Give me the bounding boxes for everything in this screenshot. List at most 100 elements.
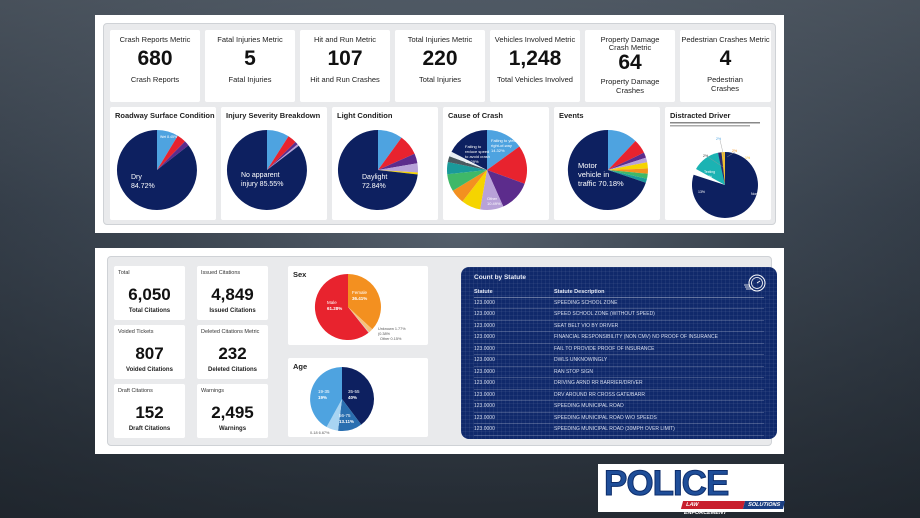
card-value: 807 bbox=[135, 344, 164, 363]
card-title: Warnings bbox=[201, 388, 225, 394]
annotation: 2% bbox=[703, 154, 708, 158]
table-row[interactable]: 123.0000 SPEEDING MUNICIPAL ROAD W/O SPEE… bbox=[474, 412, 764, 424]
pie-label: 40% bbox=[348, 395, 357, 400]
statute-code: 123.0000 bbox=[474, 297, 554, 309]
pie-label: Wet 8.45% bbox=[160, 135, 177, 139]
metric-title: Property Damage Crash Metric bbox=[600, 35, 660, 52]
statute-code: 123.0000 bbox=[474, 343, 554, 355]
table-row[interactable]: 123.0000 FINANCIAL RESPONSIBILITY (NON CM… bbox=[474, 331, 764, 344]
metric-subtitle: Property Damage Crashes bbox=[600, 77, 660, 95]
citation-card-warnings: Warnings 2,495 Warnings bbox=[197, 384, 268, 438]
statute-code: 123.0000 bbox=[474, 389, 554, 401]
pie-label: No apparent bbox=[241, 172, 280, 179]
pie-chart: No apparent injury 85.55% bbox=[226, 129, 307, 210]
pie-label: 19% bbox=[318, 395, 327, 400]
pie-label: 13% bbox=[698, 190, 705, 194]
annotation: Other 0.15% bbox=[380, 337, 402, 341]
statute-description: SEAT BELT VIO BY DRIVER bbox=[554, 320, 764, 332]
metric-value: 220 bbox=[422, 47, 458, 70]
metric-value: 4 bbox=[719, 47, 732, 70]
statute-table: Statute Statute Description 123.0000 SPEE… bbox=[474, 287, 764, 436]
card-subtitle: Deleted Citations bbox=[207, 367, 257, 373]
pie-chart: Daylight 72.84% bbox=[337, 129, 418, 210]
annotation: 2% bbox=[716, 137, 721, 141]
table-row[interactable]: 123.0000 SPEEDING SCHOOL ZONE bbox=[474, 297, 764, 309]
pie-label: 36.41% bbox=[352, 296, 367, 301]
table-row[interactable]: 123.0000 SPEEDING MUNICIPAL ROAD (30MPH O… bbox=[474, 423, 764, 436]
statute-description: SPEED SCHOOL ZONE (WITHOUT SPEED) bbox=[554, 308, 764, 321]
card-subtitle: Total Citations bbox=[128, 308, 171, 314]
metric-value: 1,248 bbox=[508, 47, 562, 70]
statute-description: RAN STOP SIGN bbox=[554, 366, 764, 378]
statute-code: 123.0000 bbox=[474, 400, 554, 413]
column-header-description[interactable]: Statute Description bbox=[554, 287, 764, 298]
pie-label: Female bbox=[352, 290, 368, 295]
pie-label: 13.11% bbox=[339, 419, 354, 424]
chart-title: Cause of Crash bbox=[448, 111, 504, 120]
metric-hit-and-run: Hit and Run Metric 107 Hit and Run Crash… bbox=[300, 30, 390, 102]
pie-label: 14.32% bbox=[491, 148, 505, 153]
pie-label: 84.72% bbox=[131, 183, 155, 190]
statute-description: SPEEDING MUNICIPAL ROAD W/O SPEEDS bbox=[554, 412, 764, 424]
metric-fatal-injuries: Fatal Injuries Metric 5 Fatal Injuries bbox=[205, 30, 295, 102]
metric-title: Hit and Run Metric bbox=[313, 35, 377, 44]
pie-label: Texting bbox=[704, 170, 715, 174]
pie-label: reduce speed bbox=[465, 149, 489, 154]
pie-label: Other bbox=[487, 196, 498, 201]
pie-chart: Male 61.28% Female 36.41% Unknown 1.77% … bbox=[314, 273, 406, 341]
metric-title: Total Injuries Metric bbox=[407, 35, 473, 44]
pie-label: Failing to yield bbox=[491, 138, 517, 143]
annotation: 1% bbox=[745, 156, 750, 160]
metric-subtitle: Crash Reports bbox=[130, 75, 180, 84]
metric-subtitle: Fatal Injuries bbox=[228, 75, 272, 84]
citation-card-deleted: Deleted Citations Metric 232 Deleted Cit… bbox=[197, 325, 268, 379]
pie-label: right-of-way bbox=[491, 143, 512, 148]
citation-card-draft: Draft Citations 152 Draft Citations bbox=[114, 384, 185, 438]
table-row[interactable]: 123.0000 SPEEDING MUNICIPAL ROAD bbox=[474, 400, 764, 413]
police-logo: POLICE LAW ENFORCEMENT SOLUTIONS bbox=[598, 464, 786, 516]
annotation: (0.38% bbox=[378, 332, 391, 336]
pie-label: Non-distracted bbox=[751, 192, 771, 196]
metric-subtitle: Total Vehicles Involved bbox=[497, 75, 573, 84]
pie-label: 35-55 bbox=[348, 389, 360, 394]
statute-description: SPEEDING MUNICIPAL ROAD bbox=[554, 400, 764, 413]
citation-card-issued: Issued Citations 4,849 Issued Citations bbox=[197, 266, 268, 320]
citations-dashboard-panel: Total 6,050 Total Citations Issued Citat… bbox=[95, 248, 784, 454]
card-subtitle: Warnings bbox=[218, 426, 247, 432]
chart-title: Injury Severity Breakdown bbox=[226, 111, 321, 120]
chart-title: Roadway Surface Condition bbox=[115, 111, 215, 120]
statute-code: 123.0000 bbox=[474, 354, 554, 367]
statute-description: SPEEDING SCHOOL ZONE bbox=[554, 297, 764, 309]
card-title: Deleted Citations Metric bbox=[201, 329, 260, 335]
table-row[interactable]: 123.0000 SPEED SCHOOL ZONE (WITHOUT SPEED… bbox=[474, 308, 764, 321]
metric-pedestrian-crashes: Pedestrian Crashes Metric 4 Pedestrian C… bbox=[680, 30, 771, 102]
statute-code: 123.0000 bbox=[474, 377, 554, 390]
statute-code: 123.0000 bbox=[474, 423, 554, 436]
chart-title: Distracted Driver bbox=[670, 111, 731, 120]
table-row[interactable]: 123.0000 FAIL TO PROVIDE PROOF OF INSURAN… bbox=[474, 343, 764, 355]
column-header-statute[interactable]: Statute bbox=[474, 287, 554, 298]
pie-chart: Failing to reduce speed to avoid crash 1… bbox=[446, 129, 528, 210]
statute-code: 123.0000 bbox=[474, 412, 554, 424]
citation-card-voided: Voided Tickets 807 Voided Citations bbox=[114, 325, 185, 379]
statute-description: SPEEDING MUNICIPAL ROAD (30MPH OVER LIMI… bbox=[554, 423, 764, 436]
count-by-statute-panel: Count by Statute Statute Statute Descrip… bbox=[461, 267, 777, 439]
pie-label: 19% bbox=[705, 175, 712, 179]
pie-label: 61.28% bbox=[327, 306, 342, 311]
logo-tagline: LAW ENFORCEMENT SOLUTIONS bbox=[680, 501, 786, 516]
metric-vehicles-involved: Vehicles Involved Metric 1,248 Total Veh… bbox=[490, 30, 580, 102]
pie-label: 19-35 bbox=[318, 389, 330, 394]
table-row[interactable]: 123.0000 SEAT BELT VIO BY DRIVER bbox=[474, 320, 764, 332]
citation-card-total: Total 6,050 Total Citations bbox=[114, 266, 185, 320]
table-row[interactable]: 123.0000 DWLS UNKNOWINGLY bbox=[474, 354, 764, 367]
pie-label: vehicle in bbox=[578, 170, 609, 179]
statute-code: 123.0000 bbox=[474, 366, 554, 378]
metric-title: Crash Reports Metric bbox=[119, 35, 191, 44]
chart-events: Events Motor vehicle in traffic 70.18% bbox=[554, 107, 660, 220]
logo-tagline-blue: SOLUTIONS bbox=[742, 501, 786, 509]
logo-tagline-red: LAW ENFORCEMENT bbox=[680, 501, 745, 516]
table-row[interactable]: 123.0000 RAN STOP SIGN bbox=[474, 366, 764, 378]
table-row[interactable]: 123.0000 DRV AROUND RR CROSS GATE/BARR bbox=[474, 389, 764, 401]
metric-title: Fatal Injuries Metric bbox=[217, 35, 283, 44]
table-row[interactable]: 123.0000 DRIVING ARND RR BARRIER/DRIVER bbox=[474, 377, 764, 390]
